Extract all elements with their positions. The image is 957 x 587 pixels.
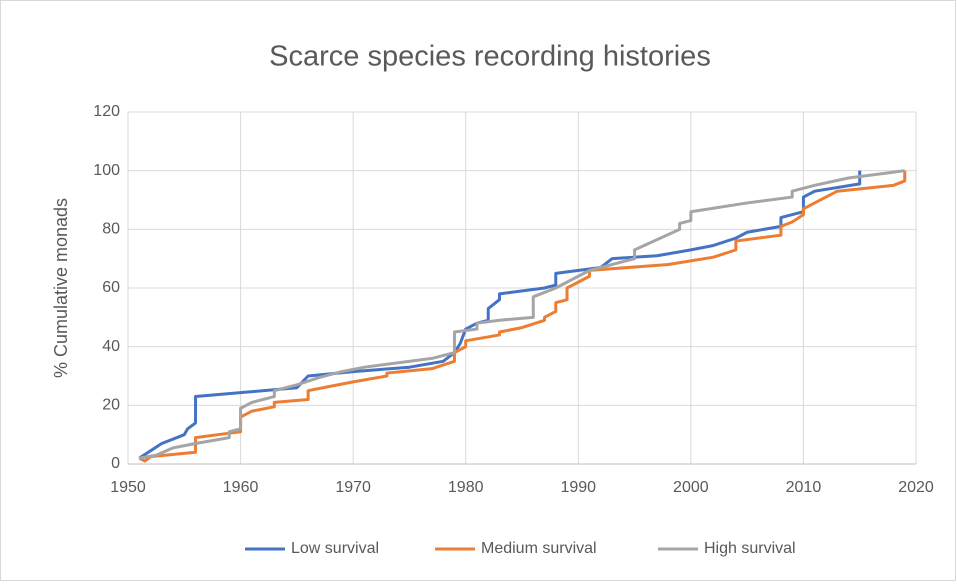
y-axis-label: % Cumulative monads xyxy=(51,198,71,378)
data-line xyxy=(139,169,905,460)
data-line xyxy=(138,170,907,463)
y-tick-label: 120 xyxy=(93,103,120,120)
legend-label: High survival xyxy=(704,540,796,557)
y-tick-label: 40 xyxy=(102,338,120,355)
legend-label: Low survival xyxy=(291,540,379,557)
y-tick-label: 100 xyxy=(93,162,120,179)
x-tick-label: 1970 xyxy=(335,479,371,496)
y-tick-label: 20 xyxy=(102,397,120,414)
x-tick-label: 2000 xyxy=(673,479,709,496)
legend-label: Medium survival xyxy=(481,540,597,557)
x-tick-label: 2020 xyxy=(898,479,934,496)
x-tick-label: 1960 xyxy=(223,479,259,496)
y-tick-label: 80 xyxy=(102,221,120,238)
x-tick-label: 1990 xyxy=(560,479,596,496)
y-tick-label: 60 xyxy=(102,279,120,296)
x-tick-label: 2010 xyxy=(786,479,822,496)
x-tick-label: 1950 xyxy=(110,479,146,496)
y-tick-label: 0 xyxy=(111,455,120,472)
x-tick-label: 1980 xyxy=(448,479,484,496)
chart-title: Scarce species recording histories xyxy=(269,41,711,73)
